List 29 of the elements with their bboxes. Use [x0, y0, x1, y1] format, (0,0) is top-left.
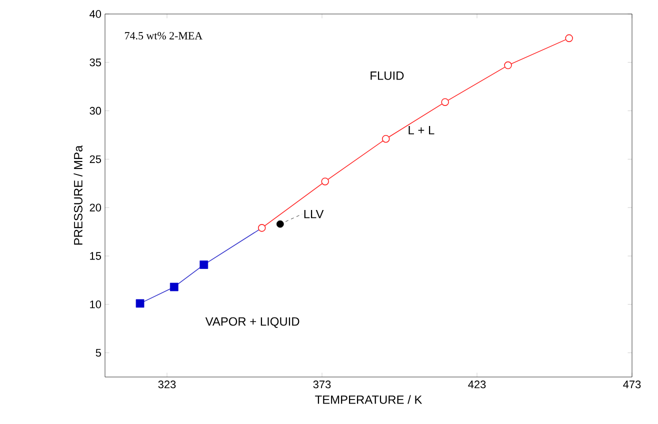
y-tick-label: 30 — [90, 106, 102, 115]
x-tick-label: 473 — [623, 380, 641, 388]
annotation: FLUID — [370, 72, 404, 80]
annotation: 74.5 wt% 2-MEA — [125, 32, 202, 40]
y-tick-label: 40 — [90, 10, 102, 18]
point — [321, 178, 329, 186]
point — [565, 34, 573, 42]
y-tick-label: 15 — [90, 252, 102, 260]
point — [136, 299, 144, 308]
annotation: VAPOR + LIQUID — [205, 317, 300, 328]
point — [258, 224, 266, 232]
y-tick-label: 5 — [96, 348, 102, 357]
x-tick-label: 373 — [313, 380, 331, 388]
point — [276, 220, 284, 228]
y-axis-title: PRESSURE / MPa — [74, 145, 82, 245]
point — [504, 61, 512, 70]
point — [441, 98, 449, 106]
y-tick-label: 20 — [90, 204, 102, 212]
x-tick-label: 323 — [158, 380, 176, 388]
point — [170, 282, 178, 292]
annotation: LLV — [304, 210, 324, 218]
annotation: L + L — [408, 126, 434, 134]
point — [382, 134, 390, 143]
point — [200, 260, 208, 269]
x-tick-label: 423 — [468, 380, 486, 388]
y-tick-label: 35 — [90, 58, 102, 66]
y-tick-label: 10 — [90, 300, 102, 308]
y-tick-label: 25 — [90, 155, 102, 164]
x-axis-title: TEMPERATURE / K — [315, 395, 422, 404]
